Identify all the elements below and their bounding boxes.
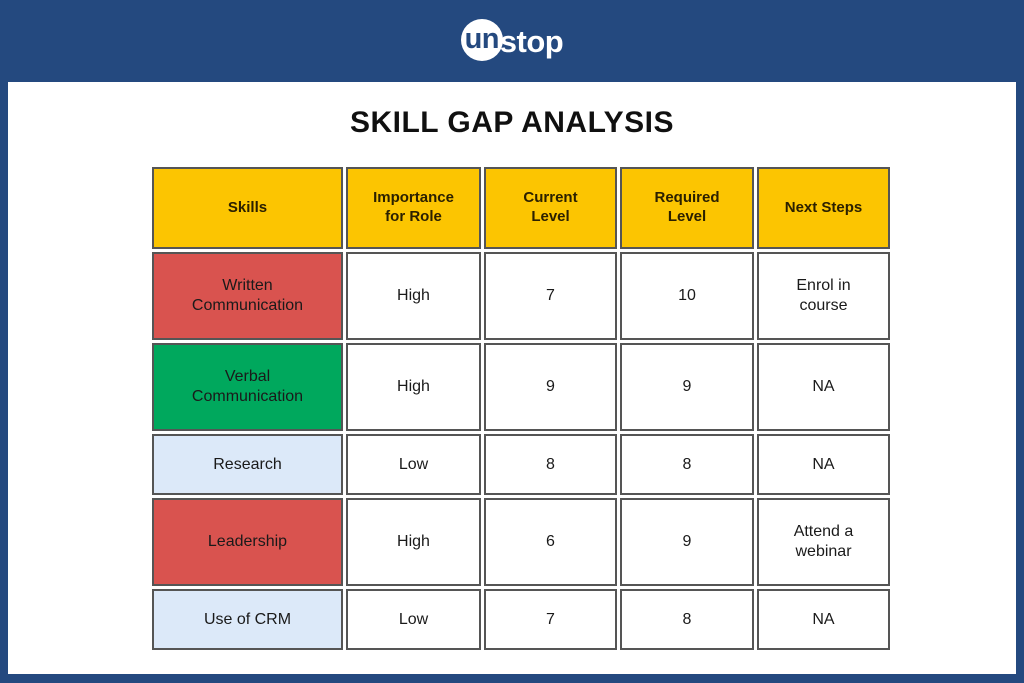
- skill-gap-table: Skills Importance for Role Current Level R…: [149, 164, 893, 653]
- cell-skill: Use of CRM: [152, 589, 343, 650]
- cell-skill-text: Verbal: [224, 368, 271, 385]
- column-header-text: Level: [531, 208, 570, 225]
- cell-current-level: 7: [484, 252, 617, 340]
- column-header-text: Current: [523, 189, 578, 207]
- cell-current-level: 7: [484, 589, 617, 650]
- column-header-text: for Role: [385, 208, 442, 225]
- cell-next-steps: Attend a webinar: [757, 498, 890, 586]
- cell-skill: Research: [152, 434, 343, 495]
- cell-importance: High: [346, 252, 481, 340]
- cell-current-level: 8: [484, 434, 617, 495]
- cell-next-steps: NA: [757, 434, 890, 495]
- cell-skill-text: Leadership: [207, 533, 288, 550]
- cell-skill: Verbal Communication: [152, 343, 343, 431]
- cell-importance: Low: [346, 434, 481, 495]
- cell-next-steps-text: Enrol in: [796, 277, 851, 294]
- cell-current-level: 6: [484, 498, 617, 586]
- column-header-next-steps: Next Steps: [757, 167, 890, 249]
- table-row: Verbal Communication High 9 9 NA: [152, 343, 890, 431]
- column-header-text: Level: [667, 208, 707, 225]
- column-header-required-level: Required Level: [620, 167, 754, 249]
- unstop-logo: un stop: [460, 17, 564, 63]
- cell-next-steps-text: NA: [812, 455, 835, 473]
- cell-skill-text: Written: [222, 277, 273, 294]
- cell-next-steps-text: NA: [812, 610, 835, 628]
- cell-next-steps-text: Attend a: [793, 523, 854, 540]
- table-row: Use of CRM Low 7 8 NA: [152, 589, 890, 650]
- cell-next-steps-text: NA: [812, 378, 835, 395]
- column-header-text: Required: [654, 189, 720, 207]
- cell-required-level: 8: [620, 589, 754, 650]
- cell-next-steps: NA: [757, 343, 890, 431]
- cell-required-level: 9: [620, 343, 754, 431]
- cell-importance: High: [346, 343, 481, 431]
- cell-skill-text: Research: [213, 455, 282, 473]
- logo-text-stop: stop: [499, 23, 564, 59]
- table-header-row: Skills Importance for Role Current Level R…: [152, 167, 890, 249]
- column-header-text: Skills: [227, 198, 268, 216]
- logo-circle-icon: un: [460, 19, 503, 61]
- table-body: Written Communication High 7 10 Enrol in cours…: [152, 252, 890, 650]
- column-header-text: Next Steps: [784, 198, 863, 216]
- content-card: SKILL GAP ANALYSIS Skills Importance for …: [8, 82, 1016, 674]
- column-header-importance: Importance for Role: [346, 167, 481, 249]
- cell-importance: Low: [346, 589, 481, 650]
- cell-skill: Written Communication: [152, 252, 343, 340]
- column-header-current-level: Current Level: [484, 167, 617, 249]
- page-title: SKILL GAP ANALYSIS: [349, 106, 675, 139]
- cell-required-level: 10: [620, 252, 754, 340]
- cell-next-steps-text: webinar: [795, 543, 852, 560]
- table-row: Leadership High 6 9 Attend a webinar: [152, 498, 890, 586]
- skill-gap-table-wrapper: Skills Importance for Role Current Level R…: [149, 164, 890, 653]
- top-navy-bar: un stop: [0, 0, 1024, 80]
- cell-required-level: 8: [620, 434, 754, 495]
- table-row: Research Low 8 8 NA: [152, 434, 890, 495]
- column-header-text: Importance: [373, 189, 454, 207]
- cell-skill: Leadership: [152, 498, 343, 586]
- cell-next-steps-text: course: [799, 297, 848, 314]
- cell-importance: High: [346, 498, 481, 586]
- cell-next-steps: Enrol in course: [757, 252, 890, 340]
- cell-skill-text: Use of CRM: [203, 610, 292, 628]
- cell-next-steps: NA: [757, 589, 890, 650]
- cell-skill-text: Communication: [191, 297, 304, 314]
- logo-text-un: un: [464, 22, 500, 55]
- column-header-skills: Skills: [152, 167, 343, 249]
- cell-required-level: 9: [620, 498, 754, 586]
- cell-current-level: 9: [484, 343, 617, 431]
- table-header: Skills Importance for Role Current Level R…: [152, 167, 890, 249]
- table-row: Written Communication High 7 10 Enrol in cours…: [152, 252, 890, 340]
- cell-skill-text: Communication: [191, 388, 304, 405]
